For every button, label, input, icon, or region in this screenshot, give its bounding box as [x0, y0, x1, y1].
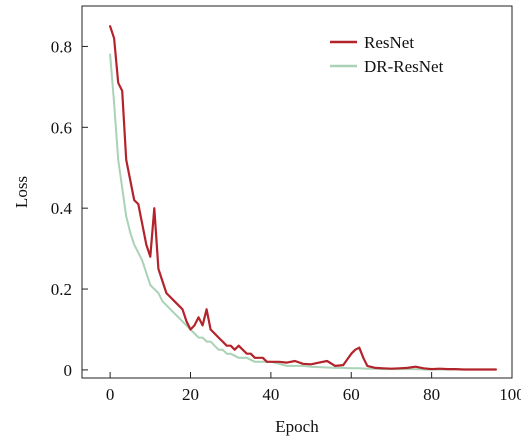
y-axis-label: Loss — [12, 176, 31, 208]
x-tick-label: 40 — [262, 385, 279, 404]
series-lines — [108, 25, 497, 371]
y-tick-label: 0 — [64, 361, 73, 380]
x-tick-label: 60 — [343, 385, 360, 404]
y-tick-label: 0.4 — [51, 199, 73, 218]
x-tick-label: 80 — [423, 385, 440, 404]
plot-area-border — [81, 5, 513, 379]
x-tick-label: 0 — [106, 385, 115, 404]
legend-label-resnet: ResNet — [364, 33, 414, 52]
series-line-dr-resnet — [109, 53, 497, 371]
y-axis-ticks: 0 0.2 0.4 0.6 0.8 — [51, 37, 88, 380]
series-line-resnet — [108, 25, 497, 371]
legend-label-dr-resnet: DR-ResNet — [364, 57, 444, 76]
x-axis-ticks: 0 20 40 60 80 100 — [106, 372, 521, 404]
x-tick-label: 100 — [499, 385, 521, 404]
y-tick-label: 0.8 — [51, 37, 72, 56]
legend: ResNet DR-ResNet — [330, 33, 444, 76]
plot-frame — [81, 5, 513, 379]
y-tick-label: 0.2 — [51, 280, 72, 299]
y-tick-label: 0.6 — [51, 118, 72, 137]
x-axis-label: Epoch — [275, 417, 319, 436]
x-tick-label: 20 — [182, 385, 199, 404]
